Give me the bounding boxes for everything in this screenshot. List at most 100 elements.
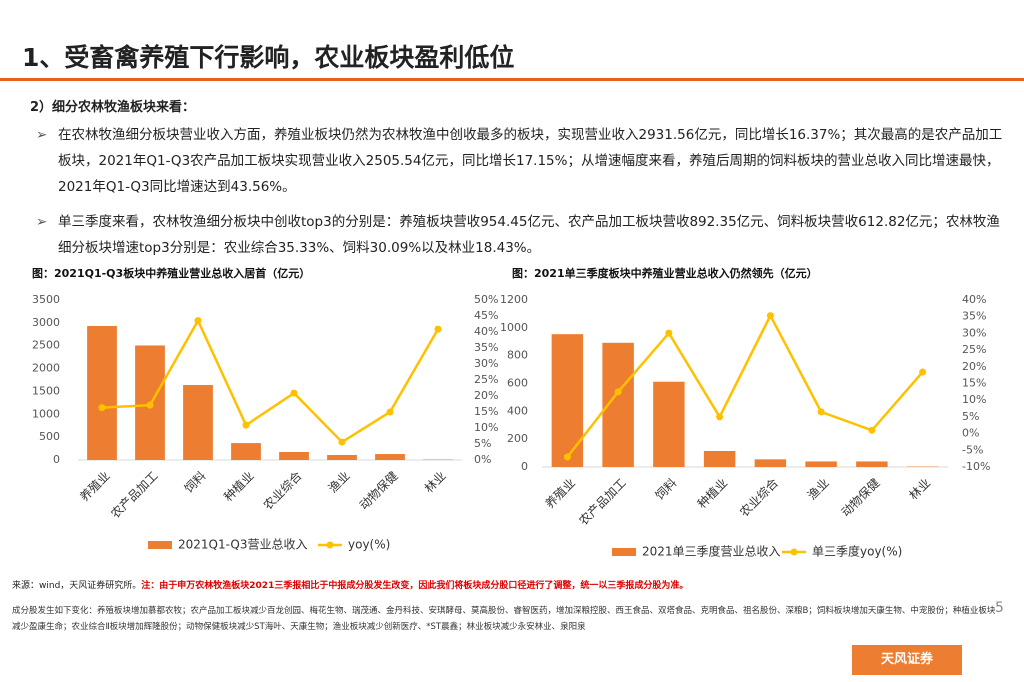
x-tick-label: 种植业 xyxy=(694,475,730,511)
y2-tick-label: 35% xyxy=(474,341,498,354)
x-tick-label: 饲料 xyxy=(653,476,680,503)
y-tick-label: 2000 xyxy=(32,362,60,375)
page-number: 5 xyxy=(995,600,1004,616)
legend-swatch xyxy=(326,541,334,549)
y2-tick-label: 0% xyxy=(474,453,491,466)
y-tick-label: 800 xyxy=(507,349,528,362)
bar xyxy=(551,334,584,467)
line-point xyxy=(242,421,250,429)
bar xyxy=(754,459,787,467)
legend-swatch xyxy=(612,548,636,556)
y2-tick-label: 15% xyxy=(474,405,498,418)
y2-tick-label: 30% xyxy=(474,357,498,370)
y-tick-label: 3500 xyxy=(32,293,60,306)
y-tick-label: 500 xyxy=(39,430,60,443)
line-point xyxy=(338,438,346,446)
y2-tick-label: 15% xyxy=(962,377,986,390)
x-tick-label: 农产品加工 xyxy=(576,476,628,528)
line xyxy=(566,312,924,458)
y2-tick-label: 5% xyxy=(474,437,491,450)
bar xyxy=(279,452,309,460)
x-tick-label: 动物保健 xyxy=(357,469,401,513)
x-tick-label: 饲料 xyxy=(182,469,209,496)
title-rule xyxy=(0,78,1024,81)
y-tick-label: 2500 xyxy=(32,339,60,352)
bar xyxy=(231,443,261,460)
bar xyxy=(653,381,685,467)
line-point xyxy=(665,329,673,337)
bar xyxy=(703,450,736,467)
legend-swatch xyxy=(148,541,172,549)
y2-tick-label: 25% xyxy=(962,343,986,356)
line-point xyxy=(146,401,154,409)
legend-swatch xyxy=(790,548,798,556)
y2-tick-label: 40% xyxy=(474,325,498,338)
bar xyxy=(87,325,117,460)
y-tick-label: 1000 xyxy=(32,407,60,420)
y-tick-label: 0 xyxy=(521,460,528,473)
y-tick-label: 1200 xyxy=(500,293,528,306)
line-point xyxy=(614,388,622,396)
x-tick-label: 林业 xyxy=(422,469,449,496)
line-point xyxy=(290,389,298,397)
y2-tick-label: 40% xyxy=(962,293,986,306)
legend-label: 单三季度yoy(%) xyxy=(812,544,902,559)
legend-label: 2021单三季度营业总收入 xyxy=(642,544,781,559)
legend-label: yoy(%) xyxy=(348,538,390,552)
y-tick-label: 0 xyxy=(53,453,60,466)
line-point xyxy=(716,413,724,421)
y-tick-label: 200 xyxy=(507,432,528,445)
bar xyxy=(805,461,837,467)
y2-tick-label: 20% xyxy=(962,360,986,373)
x-tick-label: 农业综合 xyxy=(736,475,781,520)
y-tick-label: 1500 xyxy=(32,384,60,397)
source: 来源：wind，天风证券研究所。注：由于申万农林牧渔板块2021三季报相比于中报… xyxy=(12,578,688,591)
line-point xyxy=(194,317,202,325)
x-tick-label: 动物保健 xyxy=(839,476,883,520)
line-point xyxy=(434,325,442,333)
legend-label: 2021Q1-Q3营业总收入 xyxy=(178,538,307,552)
chart-title: 图：2021Q1-Q3板块中养殖业营业总收入居首（亿元） xyxy=(32,266,310,280)
slide-title: 1、受畜禽养殖下行影响，农业板块盈利低位 xyxy=(22,43,515,72)
bar xyxy=(327,454,357,460)
y2-tick-label: 25% xyxy=(474,373,498,386)
bullet: 单三季度来看，农林牧渔细分板块中创收top3的分别是：养殖板块营收954.45亿… xyxy=(36,209,1008,261)
line-point xyxy=(817,408,825,416)
y2-tick-label: 35% xyxy=(962,310,986,323)
y-tick-label: 3000 xyxy=(32,316,60,329)
y2-tick-label: -5% xyxy=(962,443,983,456)
x-tick-label: 渔业 xyxy=(326,469,353,496)
logo: 天风证券 xyxy=(852,645,962,675)
x-tick-label: 农业综合 xyxy=(260,468,305,513)
y2-tick-label: 0% xyxy=(962,427,979,440)
y2-tick-label: 50% xyxy=(474,293,498,306)
bar xyxy=(856,461,888,467)
line-point xyxy=(868,426,876,434)
bar xyxy=(183,385,213,460)
x-tick-label: 种植业 xyxy=(221,468,257,504)
bar xyxy=(375,454,405,460)
footnote: 成分股发生如下变化：养殖板块增加慕都农牧；农产品加工板块减少百龙创园、梅花生物、… xyxy=(12,606,996,632)
y2-tick-label: 10% xyxy=(474,421,498,434)
y-tick-label: 400 xyxy=(507,404,528,417)
line-point xyxy=(98,404,106,412)
y-tick-label: 1000 xyxy=(500,321,528,334)
y-tick-label: 600 xyxy=(507,377,528,390)
line-point xyxy=(919,368,927,376)
y2-tick-label: 30% xyxy=(962,326,986,339)
y2-tick-label: 10% xyxy=(962,393,986,406)
chart-title: 图：2021单三季度板块中养殖业营业总收入仍然领先（亿元） xyxy=(512,266,818,280)
line-point xyxy=(386,408,394,416)
x-tick-label: 养殖业 xyxy=(77,468,113,504)
x-tick-label: 养殖业 xyxy=(542,475,578,511)
x-tick-label: 农产品加工 xyxy=(108,469,160,521)
x-tick-label: 渔业 xyxy=(805,476,832,503)
y2-tick-label: -10% xyxy=(962,460,990,473)
subtitle: 2）细分农林牧渔板块来看： xyxy=(30,100,196,115)
x-tick-label: 林业 xyxy=(906,476,933,503)
bullet: 在农林牧渔细分板块营业收入方面，养殖业板块仍然为农林牧渔中创收最多的板块，实现营… xyxy=(36,122,1008,200)
source-note: 注：由于申万农林牧渔板块2021三季报相比于中报成分股发生改变，因此我们将板块成… xyxy=(141,581,689,591)
y2-tick-label: 5% xyxy=(962,410,979,423)
